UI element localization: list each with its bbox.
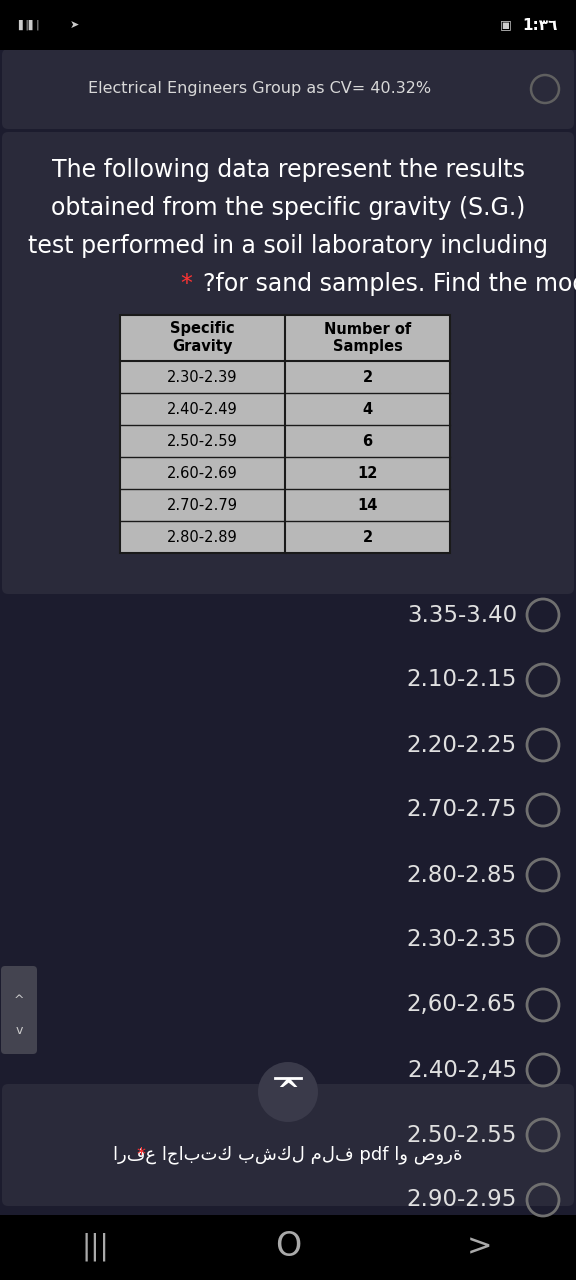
Text: v: v [16, 1024, 22, 1037]
Text: 2: 2 [362, 530, 373, 544]
Text: 2.40-2.49: 2.40-2.49 [167, 402, 238, 416]
Text: 2.60-2.69: 2.60-2.69 [167, 466, 238, 480]
Text: |||: ||| [81, 1233, 109, 1261]
Text: 6: 6 [362, 434, 373, 448]
Text: 2,60-2.65: 2,60-2.65 [407, 993, 517, 1016]
Text: ^: ^ [276, 1078, 300, 1106]
Text: 2.90-2.95: 2.90-2.95 [407, 1189, 517, 1211]
Text: 2.20-2.25: 2.20-2.25 [407, 733, 517, 756]
Text: ▌|▌|: ▌|▌| [18, 19, 40, 31]
Text: 2: 2 [362, 370, 373, 384]
Text: 2.10-2.15: 2.10-2.15 [407, 668, 517, 691]
Text: *: * [181, 271, 200, 296]
FancyBboxPatch shape [0, 0, 576, 50]
Text: 2.30-2.35: 2.30-2.35 [407, 928, 517, 951]
Text: 1:٣٦: 1:٣٦ [522, 18, 558, 32]
Text: The following data represent the results: The following data represent the results [51, 157, 525, 182]
Text: >: > [467, 1233, 492, 1262]
Text: 2.70-2.79: 2.70-2.79 [167, 498, 238, 512]
Text: Number of
Samples: Number of Samples [324, 321, 411, 355]
Text: 3.35-3.40: 3.35-3.40 [407, 603, 517, 626]
Text: ?for sand samples. Find the mode: ?for sand samples. Find the mode [203, 271, 576, 296]
Text: test performed in a soil laboratory including: test performed in a soil laboratory incl… [28, 234, 548, 259]
FancyBboxPatch shape [2, 49, 574, 129]
Text: O: O [275, 1230, 301, 1263]
FancyBboxPatch shape [120, 315, 450, 553]
Text: 2.30-2.39: 2.30-2.39 [167, 370, 238, 384]
Text: 2.80-2.85: 2.80-2.85 [407, 864, 517, 887]
FancyBboxPatch shape [0, 1215, 576, 1280]
FancyBboxPatch shape [2, 1084, 574, 1206]
Text: ➤: ➤ [70, 20, 79, 29]
Text: 4: 4 [362, 402, 373, 416]
Text: ^: ^ [14, 993, 24, 1006]
Text: 2.50-2.55: 2.50-2.55 [407, 1124, 517, 1147]
FancyBboxPatch shape [1, 966, 37, 1053]
FancyBboxPatch shape [2, 132, 574, 594]
Text: 2.40-2,45: 2.40-2,45 [407, 1059, 517, 1082]
Text: 2.50-2.59: 2.50-2.59 [167, 434, 238, 448]
Text: 2.80-2.89: 2.80-2.89 [167, 530, 238, 544]
Text: Electrical Engineers Group as CV= 40.32%: Electrical Engineers Group as CV= 40.32% [89, 82, 431, 96]
Text: 12: 12 [357, 466, 378, 480]
Text: ▣: ▣ [500, 18, 511, 32]
Text: *: * [136, 1146, 145, 1164]
Text: obtained from the specific gravity (S.G.): obtained from the specific gravity (S.G.… [51, 196, 525, 220]
Text: 14: 14 [357, 498, 378, 512]
Text: Specific
Gravity: Specific Gravity [170, 321, 235, 355]
Text: ارفع اجابتك بشكل ملف pdf او صورة: ارفع اجابتك بشكل ملف pdf او صورة [113, 1146, 463, 1165]
Text: 2.70-2.75: 2.70-2.75 [407, 799, 517, 822]
Circle shape [258, 1062, 318, 1123]
